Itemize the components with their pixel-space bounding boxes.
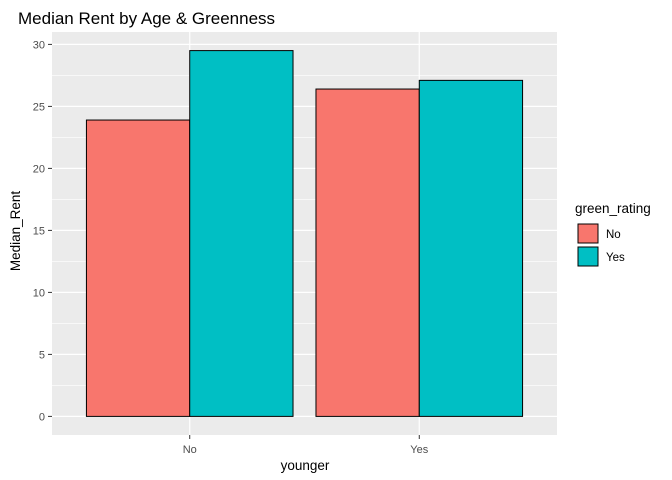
y-tick-label: 30 xyxy=(33,39,45,51)
y-tick-label: 25 xyxy=(33,101,45,113)
legend: green_rating No Yes xyxy=(575,201,651,267)
chart-title: Median Rent by Age & Greenness xyxy=(18,9,275,28)
bar-yes-no xyxy=(315,88,420,417)
x-tick-label: Yes xyxy=(410,444,428,456)
bar-yes-yes xyxy=(418,79,524,417)
bar-no-yes xyxy=(189,50,294,417)
x-axis-title: younger xyxy=(281,458,330,473)
bars xyxy=(85,50,524,417)
legend-title: green_rating xyxy=(575,201,651,216)
legend-key-yes xyxy=(577,246,599,267)
y-tick-label: 20 xyxy=(33,163,45,175)
legend-label: No xyxy=(606,229,621,241)
bar-no-no xyxy=(85,119,191,417)
x-tick-label: No xyxy=(183,444,197,456)
y-axis: 0 5 10 15 20 25 30 xyxy=(33,39,52,423)
y-tick-label: 0 xyxy=(39,411,45,423)
y-tick-label: 15 xyxy=(33,225,45,237)
x-axis: No Yes xyxy=(183,435,429,456)
legend-key-no xyxy=(577,223,599,244)
y-axis-title: Median_Rent xyxy=(8,191,23,272)
legend-label: Yes xyxy=(606,252,625,264)
y-tick-label: 5 xyxy=(39,349,45,361)
y-tick-label: 10 xyxy=(33,287,45,299)
